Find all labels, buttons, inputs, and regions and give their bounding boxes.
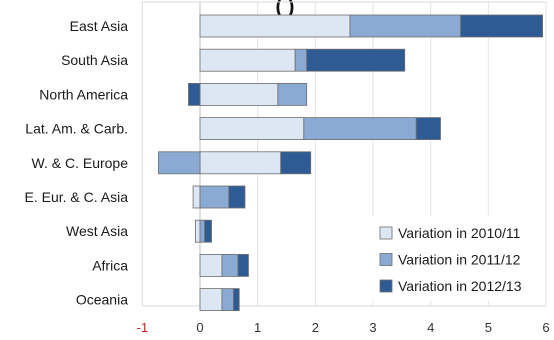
bar-segment-3: [306, 48, 406, 72]
x-tick-label: 5: [485, 320, 492, 335]
bar-segment-2: [277, 83, 308, 106]
category-labels: East Asia South Asia North America Lat. Am.…: [25, 18, 129, 308]
legend: Variation in 2010/11 Variation in 2011/12…: [372, 216, 544, 301]
legend-swatch: [379, 279, 393, 293]
x-tick-label: 0: [196, 320, 203, 335]
bar-segment-3: [415, 117, 441, 140]
bar-segment-2: [221, 288, 234, 312]
bar-segment-1: [199, 151, 282, 175]
category-label: Lat. Am. & Carb.: [25, 121, 128, 137]
bar-segment-3: [228, 185, 246, 209]
bar-segment-1: [192, 185, 201, 209]
x-tick-label: 4: [427, 320, 434, 335]
category-label: Africa: [92, 257, 128, 273]
bar-segment-1: [199, 288, 223, 312]
bar-segment-3: [188, 83, 201, 106]
legend-swatch: [379, 253, 393, 266]
bar-segment-3: [237, 253, 249, 277]
bar-segment-3: [204, 219, 212, 243]
bar-segment-2: [294, 48, 308, 72]
bar-segment-2: [221, 253, 239, 277]
legend-label: Variation in 2012/13: [398, 278, 522, 294]
category-label: E. Eur. & C. Asia: [25, 189, 129, 205]
x-tick-label: 2: [312, 320, 319, 335]
bar-segment-3: [460, 14, 543, 38]
bar-segment-2: [199, 219, 206, 243]
chart-title-fragment: ( ): [276, 0, 295, 18]
x-tick-label: 3: [369, 320, 376, 335]
bar-segment-2: [158, 151, 201, 175]
category-label: W. & C. Europe: [32, 155, 129, 171]
bar-segment-1: [194, 219, 201, 243]
x-tick-labels: -1 0 1 2 3 4 5 6: [137, 320, 550, 335]
category-label: East Asia: [70, 18, 129, 34]
bar-segment-3: [233, 288, 240, 312]
x-tick-label: -1: [137, 320, 149, 335]
bar-segment-2: [349, 14, 462, 38]
legend-label: Variation in 2011/12: [398, 252, 521, 268]
legend-swatch: [379, 226, 393, 240]
bar-segment-1: [199, 117, 305, 140]
bar-segment-2: [199, 185, 230, 209]
legend-box: [372, 216, 544, 301]
bar-segment-1: [199, 14, 351, 38]
x-tick-label: 6: [542, 320, 549, 335]
category-label: North America: [39, 86, 128, 102]
bar-segment-1: [199, 48, 296, 72]
category-label: Oceania: [76, 292, 128, 308]
bars: [158, 14, 543, 312]
bar-segment-1: [199, 253, 223, 277]
bar-segment-2: [303, 117, 417, 140]
x-tick-label: 1: [254, 320, 261, 335]
category-label: South Asia: [61, 52, 128, 68]
legend-label: Variation in 2010/11: [398, 225, 521, 241]
category-label: West Asia: [66, 223, 128, 239]
bar-segment-3: [280, 151, 312, 175]
bar-segment-1: [199, 83, 279, 106]
